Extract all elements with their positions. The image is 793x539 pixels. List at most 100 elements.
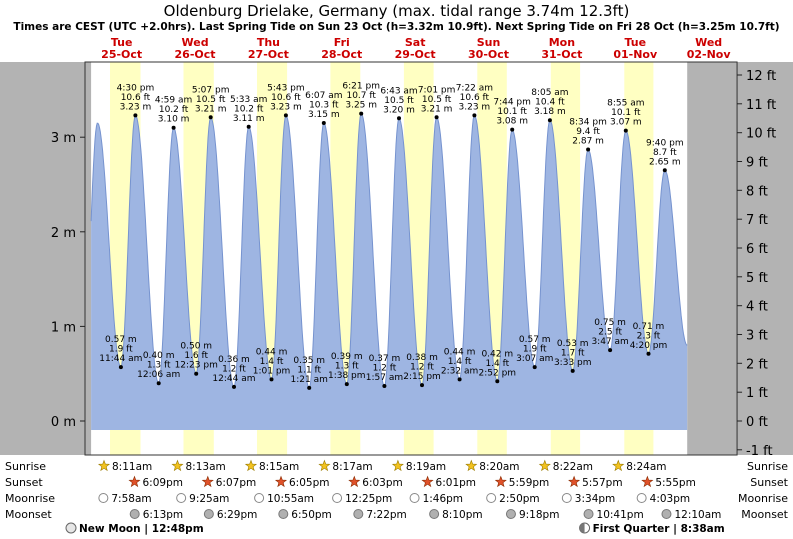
high-tide-marker	[171, 125, 176, 130]
low-tide-label: 0.42 m	[481, 349, 513, 359]
plot-frame	[84, 61, 738, 456]
high-tide-marker	[510, 127, 515, 132]
moonrise-circle-icon	[254, 493, 265, 503]
high-tide-label: 10.2 ft	[159, 105, 189, 115]
moonrise-time: 4:03pm	[650, 493, 690, 505]
high-tide-marker	[359, 111, 364, 116]
right-axis-label: 10 ft	[746, 127, 776, 142]
moonrise-time: 12:25pm	[345, 493, 392, 505]
sunset-star-icon	[128, 475, 141, 488]
low-tide-marker	[532, 365, 537, 370]
high-tide-marker	[246, 124, 251, 129]
moonrise-time: 3:34pm	[575, 493, 615, 505]
high-tide-label: 3.15 m	[308, 110, 340, 120]
right-axis-label: 7 ft	[746, 213, 768, 228]
high-tide-label: 3.25 m	[345, 101, 377, 111]
day-header-name: Sun	[477, 36, 501, 49]
sunset-time: 6:03pm	[362, 477, 402, 489]
sunset-star-icon	[274, 475, 288, 488]
high-tide-marker	[434, 115, 439, 120]
high-tide-label: 8.7 ft	[653, 148, 677, 158]
day-header-date: 27-Oct	[248, 48, 289, 61]
low-tide-label: 3:07 am	[516, 354, 553, 364]
day-header-date: 28-Oct	[321, 48, 362, 61]
moonrise-circle-icon	[332, 493, 343, 503]
high-tide-label: 6:43 am	[380, 86, 417, 96]
low-tide-label: 0.75 m	[594, 318, 626, 328]
high-tide-label: 10.5 ft	[422, 95, 452, 105]
day-header-date: 30-Oct	[468, 48, 509, 61]
tide-curve-area	[91, 113, 688, 431]
moonrise-time: 10:55am	[267, 493, 314, 505]
moonset-time: 8:10pm	[442, 509, 482, 521]
high-tide-marker	[133, 113, 138, 118]
moonrise-circle-icon	[409, 493, 420, 503]
high-tide-label: 5:33 am	[230, 95, 267, 105]
low-tide-label: 0.53 m	[557, 339, 589, 349]
low-tide-label: 0.50 m	[180, 342, 212, 352]
high-tide-marker	[586, 147, 591, 152]
low-tide-label: 1:38 pm	[328, 371, 366, 381]
low-tide-label: 1.7 ft	[561, 348, 585, 358]
high-tide-label: 8:05 am	[531, 88, 568, 98]
astro-row-label-right: Moonrise	[738, 492, 788, 505]
astro-row-label-right: Moonset	[741, 508, 788, 521]
low-tide-label: 1.4 ft	[260, 357, 284, 367]
high-tide-marker	[321, 121, 326, 125]
high-tide-label: 10.1 ft	[497, 107, 527, 117]
moonset-circle-icon	[429, 509, 440, 519]
moonrise-circle-icon	[486, 493, 497, 503]
sunrise-star-icon	[465, 459, 478, 472]
sunrise-time: 8:22am	[553, 461, 593, 473]
astro-row-label-right: Sunset	[750, 476, 788, 489]
moonrise-time: 2:50pm	[499, 493, 539, 505]
sunset-time: 6:07pm	[216, 477, 256, 489]
low-tide-label: 1:21 am	[291, 375, 328, 385]
sunrise-star-icon	[538, 459, 551, 472]
moonset-time: 6:29pm	[217, 509, 257, 521]
moonset-time: 9:18pm	[519, 509, 559, 521]
low-tide-label: 0.37 m	[369, 354, 401, 364]
low-tide-marker	[495, 379, 500, 384]
moonset-circle-icon	[661, 509, 672, 519]
right-axis-label: 6 ft	[746, 242, 768, 257]
sunrise-time: 8:15am	[259, 461, 299, 473]
high-tide-label: 4:59 am	[155, 96, 192, 106]
right-axis-label: 2 ft	[746, 357, 768, 372]
moonrise-circle-icon	[636, 493, 647, 503]
sunrise-star-icon	[244, 459, 258, 472]
high-tide-label: 10.1 ft	[611, 108, 641, 118]
first-quarter-moon-icon-shade	[579, 523, 585, 533]
high-tide-label: 8:55 am	[607, 99, 644, 109]
low-tide-label: 11:44 am	[99, 354, 142, 364]
high-tide-label: 10.6 ft	[121, 93, 151, 103]
low-tide-label: 0.44 m	[256, 347, 288, 357]
high-tide-label: 2.87 m	[572, 136, 604, 146]
high-tide-label: 9.4 ft	[576, 127, 600, 137]
left-axis-label: 0 m	[51, 415, 76, 430]
low-tide-label: 2:15 pm	[403, 372, 441, 382]
astro-row-label-left: Sunrise	[5, 460, 46, 473]
low-tide-label: 2:32 am	[441, 366, 478, 376]
moonset-circle-icon	[353, 509, 364, 519]
sunset-star-icon	[201, 475, 214, 488]
low-tide-marker	[344, 382, 349, 387]
page-title: Oldenburg Drielake, Germany (max. tidal …	[163, 2, 630, 20]
low-tide-label: 1.2 ft	[373, 363, 397, 373]
low-tide-label: 1.4 ft	[485, 359, 509, 369]
high-tide-label: 6:21 pm	[342, 82, 380, 92]
high-tide-label: 7:44 pm	[493, 98, 531, 108]
low-tide-marker	[307, 385, 312, 390]
astro-row-label-right: Sunrise	[747, 460, 788, 473]
day-header-name: Sat	[405, 36, 426, 49]
day-header-date: 01-Nov	[613, 48, 658, 61]
right-axis-label: 4 ft	[746, 300, 768, 315]
astro-row-label-left: Moonrise	[5, 492, 55, 505]
sunrise-star-icon	[391, 459, 404, 472]
day-header-name: Fri	[334, 36, 350, 49]
high-tide-label: 10.6 ft	[271, 93, 301, 103]
high-tide-label: 10.7 ft	[346, 91, 376, 101]
high-tide-label: 3.11 m	[233, 114, 265, 124]
sunset-time: 5:59pm	[509, 477, 549, 489]
sunset-time: 6:01pm	[436, 477, 476, 489]
